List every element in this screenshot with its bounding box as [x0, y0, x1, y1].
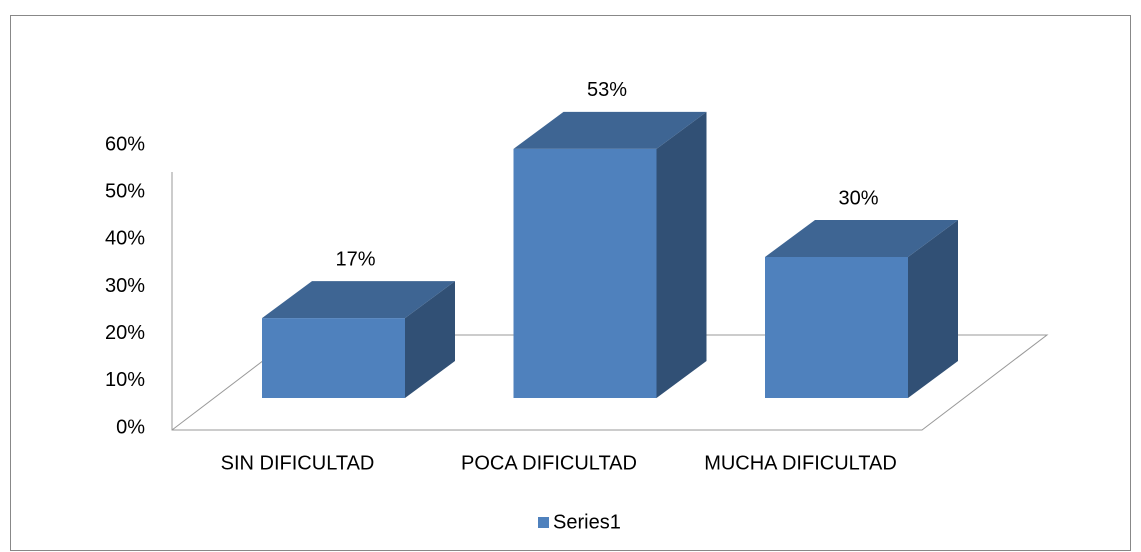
bar-top	[765, 220, 958, 257]
bar-front	[513, 148, 657, 398]
bar-side	[908, 220, 958, 398]
bar	[765, 220, 958, 398]
y-tick-label: 50%	[105, 180, 145, 202]
y-tick-label: 0%	[116, 416, 145, 438]
bar-top	[262, 281, 455, 319]
bar	[262, 281, 455, 398]
bar-side	[656, 111, 707, 399]
data-label: 53%	[587, 79, 627, 101]
x-tick-label: MUCHA DIFICULTAD	[704, 452, 897, 474]
bar-front	[765, 257, 908, 398]
bar-side	[405, 281, 455, 398]
bar-top	[513, 111, 707, 149]
x-tick-label: SIN DIFICULTAD	[221, 452, 375, 474]
y-tick-label: 60%	[105, 133, 145, 155]
y-tick-label: 40%	[105, 228, 145, 250]
data-label: 17%	[335, 248, 375, 270]
x-tick-label: POCA DIFICULTAD	[461, 452, 637, 474]
bar	[513, 111, 707, 399]
legend-label: Series1	[553, 511, 621, 533]
bar-front	[262, 318, 405, 398]
y-tick-label: 10%	[105, 369, 145, 391]
legend-swatch	[538, 517, 549, 528]
y-tick-label: 30%	[105, 275, 145, 297]
y-tick-label: 20%	[105, 322, 145, 344]
data-label: 30%	[838, 187, 878, 209]
